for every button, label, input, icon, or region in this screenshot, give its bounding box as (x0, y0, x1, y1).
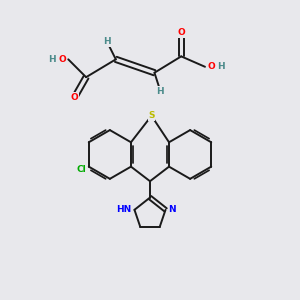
Text: O: O (58, 55, 66, 64)
Text: H: H (103, 37, 111, 46)
Text: HN: HN (116, 205, 131, 214)
Text: H: H (157, 87, 164, 96)
Text: Cl: Cl (76, 164, 86, 173)
Text: O: O (70, 93, 78, 102)
Text: N: N (169, 205, 176, 214)
Text: O: O (207, 62, 215, 71)
Text: H: H (48, 55, 56, 64)
Text: H: H (218, 62, 225, 71)
Text: S: S (148, 111, 155, 120)
Text: O: O (177, 28, 185, 37)
